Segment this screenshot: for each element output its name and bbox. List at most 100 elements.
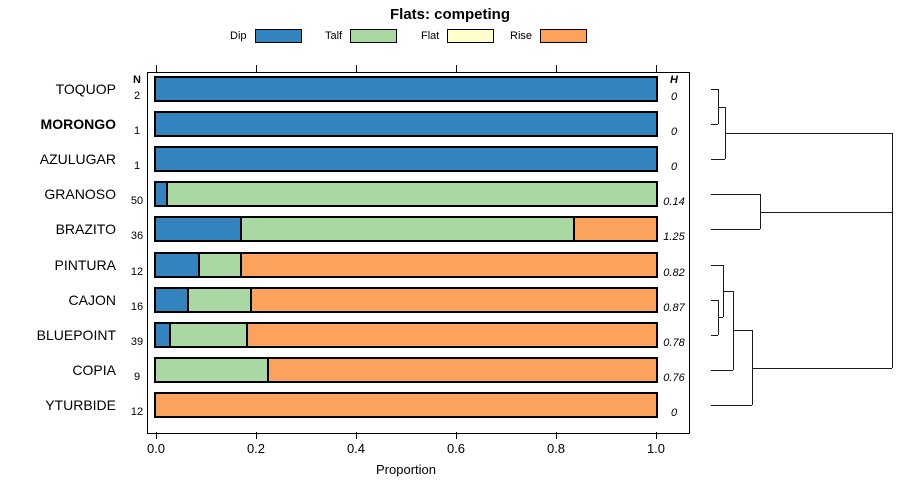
legend-swatch [350,28,398,43]
bar-segment-talf [166,183,656,206]
n-value: 50 [130,195,144,208]
row-label-pintura: PINTURA [54,256,116,273]
dendrogram-line [718,299,719,335]
dendrogram-line [718,106,725,108]
dendrogram-line [711,194,760,196]
dendrogram-line [711,369,733,371]
axis-tick-bottom [656,432,657,439]
bar-segment-talf [197,253,240,276]
bar-segment-dip [156,288,188,311]
h-value: 0.14 [663,196,685,209]
axis-tick-top [656,65,657,72]
bar-segment-rise [572,218,656,241]
axis-tick-label: 1.0 [646,441,666,456]
dendrogram-line [723,290,733,292]
x-axis-label: Proportion [376,462,436,477]
axis-tick-bottom [156,432,157,439]
row-label-azulugar: AZULUGAR [39,151,116,168]
n-column-header: N [133,74,141,86]
n-value: 2 [133,90,141,102]
row-label-cajon: CAJON [68,291,116,308]
bar-segment-talf [239,218,573,241]
axis-tick-bottom [356,432,357,439]
dendrogram-line [752,330,753,405]
dendrogram-line [711,229,760,231]
axis-tick-label: 0.8 [546,441,566,456]
bar-toquop [154,76,658,102]
bar-segment-dip [156,253,198,276]
legend-swatch [447,28,495,43]
axis-tick-top [556,65,557,72]
h-value: 0.87 [663,301,685,314]
bar-segment-rise [245,323,656,346]
bar-azulugar [154,146,658,173]
bar-segment-rise [239,253,656,276]
row-label-toquop: TOQUOP [55,81,116,97]
bar-copia [154,356,658,383]
row-label-yturbide: YTURBIDE [45,396,116,413]
bar-segment-dip [156,323,169,346]
row-label-brazito: BRAZITO [55,221,116,238]
bar-yturbide [154,391,658,418]
axis-tick-label: 0.4 [346,441,366,456]
n-value: 36 [130,230,144,243]
bar-segment-talf [187,288,250,311]
bar-segment-dip [156,148,656,171]
n-value: 16 [130,300,144,313]
h-value: 0.76 [663,371,685,384]
dendrogram-line [711,334,718,336]
row-label-granoso: GRANOSO [44,186,116,203]
h-value: 0.82 [663,266,685,279]
bar-segment-rise [249,288,656,311]
dendrogram-line [711,89,718,90]
plot-box [147,72,690,434]
n-value: 12 [130,405,144,418]
dendrogram-line [711,124,718,126]
axis-tick-top [156,65,157,72]
h-value: 0.78 [663,336,685,349]
h-value: 0 [670,406,678,419]
bar-segment-dip [156,78,656,100]
legend-item-dip: Dip [230,28,302,43]
bar-cajon [154,286,658,313]
dendrogram-line [711,404,752,406]
axis-tick-label: 0.6 [446,441,466,456]
legend-label: Rise [510,29,533,42]
axis-tick-top [456,65,457,72]
legend-item-rise: Rise [510,28,588,43]
dendrogram-line [718,317,723,319]
bar-segment-rise [156,393,656,416]
bar-segment-dip [156,113,656,136]
h-column-header: H [670,74,678,86]
h-value: 0 [670,161,678,174]
n-value: 12 [130,265,144,278]
row-label-morongo: MORONGO [40,116,116,133]
legend-swatch [540,28,588,43]
bar-morongo [154,111,658,138]
dendrogram-line [752,367,892,369]
row-label-bluepoint: BLUEPOINT [36,326,116,343]
legend-swatch [254,28,302,43]
n-value: 9 [133,370,141,383]
legend-item-talf: Talf [325,28,398,43]
bar-bluepoint [154,321,658,348]
dendrogram-line [733,330,752,332]
bar-segment-dip [156,183,166,206]
dendrogram-line [711,264,723,266]
n-value: 1 [133,125,141,138]
dendrogram-line [892,132,893,368]
bar-segment-talf [169,323,246,346]
dendrogram-line [733,290,734,370]
bar-segment-dip [156,218,240,241]
n-value: 39 [130,335,144,348]
axis-tick-bottom [456,432,457,439]
legend-item-flat: Flat [421,28,495,43]
axis-tick-bottom [256,432,257,439]
dendrogram-line [711,159,725,161]
axis-tick-bottom [556,432,557,439]
bar-pintura [154,251,658,278]
axis-tick-label: 0.2 [246,441,266,456]
h-value: 0 [670,91,678,103]
axis-tick-top [356,65,357,72]
